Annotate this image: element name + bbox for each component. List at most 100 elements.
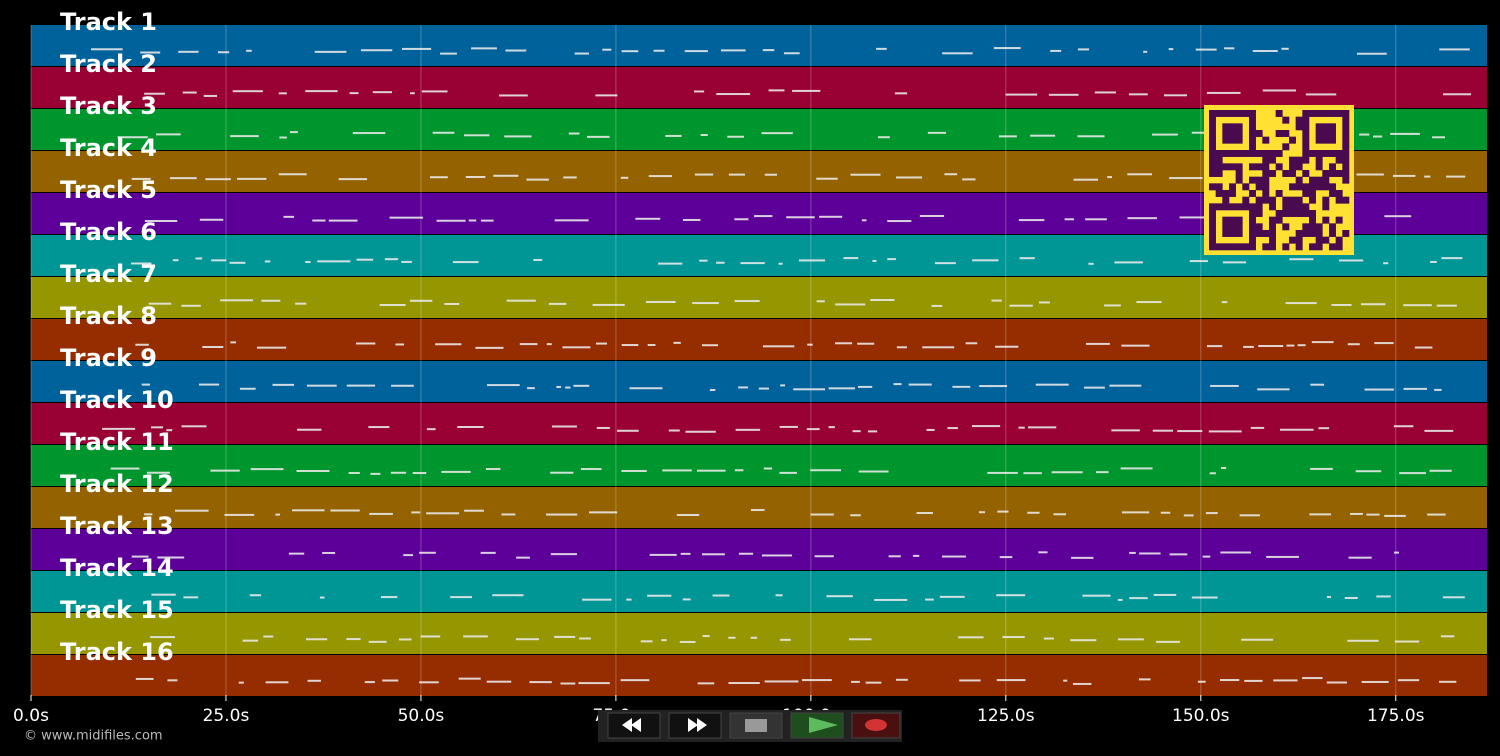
note xyxy=(1436,304,1457,307)
note xyxy=(199,218,224,221)
note xyxy=(1077,135,1105,138)
note xyxy=(1394,640,1420,643)
qr-module xyxy=(1229,190,1236,197)
note xyxy=(959,679,981,682)
play-button[interactable] xyxy=(790,712,844,739)
note xyxy=(1107,176,1113,179)
note xyxy=(249,594,262,597)
fast-forward-button[interactable] xyxy=(668,712,722,739)
rewind-button[interactable] xyxy=(607,712,661,739)
note xyxy=(1344,596,1358,599)
stop-button[interactable] xyxy=(729,712,783,739)
record-button[interactable] xyxy=(851,712,901,739)
note xyxy=(1005,93,1038,96)
note xyxy=(242,639,259,642)
tick-label: 25.0s xyxy=(203,706,250,726)
note xyxy=(1094,91,1116,94)
qr-module xyxy=(1269,243,1276,251)
note xyxy=(183,596,199,599)
note xyxy=(798,259,826,262)
qr-module xyxy=(1229,216,1236,224)
track-row xyxy=(31,445,1487,486)
qr-module xyxy=(1215,110,1223,117)
note xyxy=(828,387,856,390)
note xyxy=(926,428,935,431)
note xyxy=(1338,259,1364,262)
note xyxy=(997,510,1009,513)
note xyxy=(1257,388,1290,391)
note xyxy=(338,178,368,181)
note xyxy=(263,635,274,638)
note xyxy=(1043,637,1054,640)
note xyxy=(998,135,1017,138)
note xyxy=(801,679,832,682)
note xyxy=(554,219,589,222)
note xyxy=(712,594,730,597)
qr-module xyxy=(1282,170,1290,177)
note xyxy=(151,593,176,596)
note xyxy=(328,219,358,222)
note xyxy=(237,177,267,180)
qr-module xyxy=(1302,170,1310,177)
qr-module xyxy=(1235,150,1243,157)
note xyxy=(432,131,455,134)
note xyxy=(1432,136,1446,139)
qr-module xyxy=(1249,130,1256,137)
qr-module xyxy=(1255,223,1263,231)
track-label: Track 16 xyxy=(60,638,174,666)
qr-module xyxy=(1302,143,1310,151)
qr-module xyxy=(1229,110,1236,117)
note xyxy=(1121,344,1150,347)
note xyxy=(682,598,691,601)
note xyxy=(1035,383,1069,386)
note xyxy=(758,387,769,390)
qr-module xyxy=(1302,136,1310,144)
note xyxy=(430,176,448,179)
qr-module xyxy=(1262,190,1270,197)
note xyxy=(389,216,424,219)
note xyxy=(278,92,287,95)
qr-module xyxy=(1275,130,1283,137)
note xyxy=(616,429,639,432)
note xyxy=(1018,219,1045,222)
note xyxy=(1286,344,1295,347)
qr-module xyxy=(1342,130,1350,137)
qr-module xyxy=(1215,190,1223,197)
qr-module xyxy=(1262,176,1270,184)
note xyxy=(166,429,173,432)
note xyxy=(908,383,932,386)
note xyxy=(1243,345,1254,348)
note xyxy=(999,556,1013,559)
note xyxy=(1127,173,1153,176)
note xyxy=(1156,640,1180,643)
note xyxy=(684,50,708,53)
note xyxy=(305,260,311,263)
note xyxy=(579,637,591,640)
note xyxy=(211,259,227,262)
qr-module xyxy=(1295,176,1303,184)
note xyxy=(1310,383,1325,386)
note xyxy=(421,90,448,93)
note xyxy=(426,512,460,515)
note xyxy=(979,385,1008,388)
qr-module xyxy=(1315,236,1323,244)
note xyxy=(1138,678,1151,681)
note xyxy=(1210,384,1239,387)
track-row xyxy=(31,277,1487,318)
note xyxy=(1048,93,1079,96)
qr-module xyxy=(1269,236,1276,244)
copyright: © www.midifiles.com xyxy=(24,729,163,744)
qr-module xyxy=(1322,216,1330,224)
note xyxy=(506,299,536,302)
qr-module xyxy=(1335,236,1343,244)
qr-module xyxy=(1329,150,1336,157)
note xyxy=(1355,470,1382,473)
note xyxy=(452,261,479,264)
qr-module xyxy=(1342,176,1350,184)
note xyxy=(411,511,421,514)
note xyxy=(548,302,567,305)
note xyxy=(1071,556,1094,559)
note xyxy=(202,346,224,349)
note xyxy=(768,89,785,92)
